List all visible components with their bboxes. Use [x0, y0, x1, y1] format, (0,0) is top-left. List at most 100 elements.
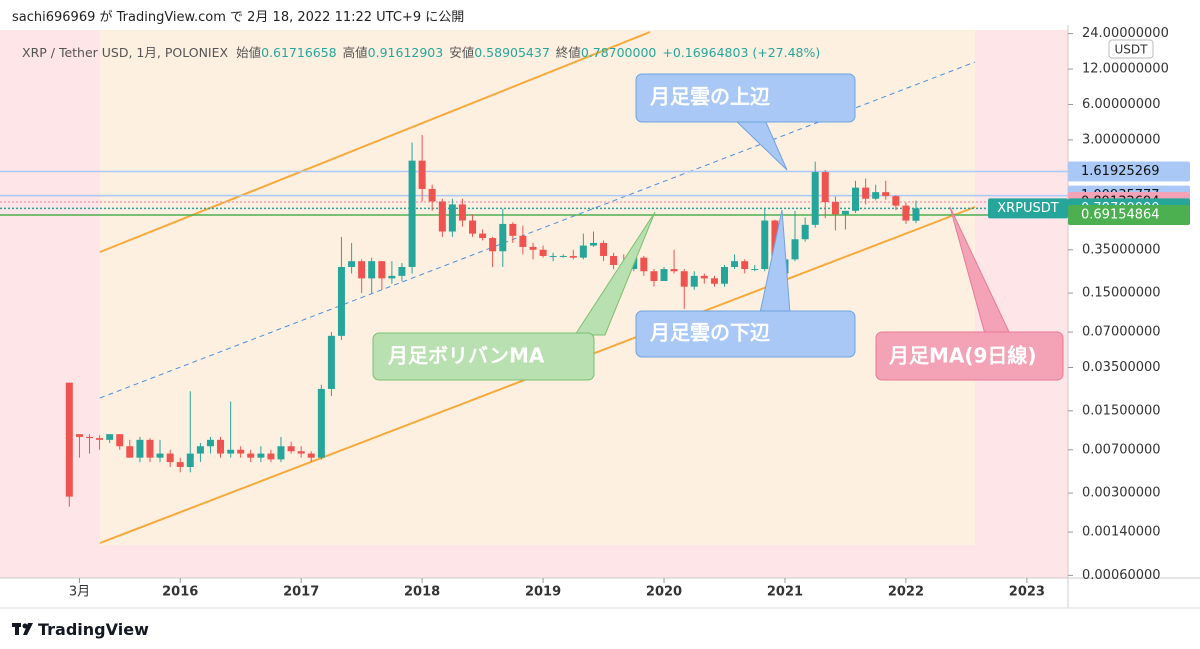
- candle-body: [358, 261, 366, 279]
- legend-text: 0.58905437: [474, 45, 550, 60]
- candle-body: [821, 172, 829, 203]
- candle-body: [529, 246, 537, 250]
- candle-body: [327, 335, 335, 389]
- candle-body: [469, 220, 477, 234]
- callout-text: 月足雲の下辺: [649, 321, 770, 345]
- x-tick-label: 2022: [888, 585, 924, 600]
- candle-body: [277, 446, 285, 460]
- candle-body: [438, 201, 446, 232]
- candle-body: [257, 453, 265, 458]
- candle-body: [660, 269, 668, 281]
- callout-text: 月足ボリバンMA: [387, 344, 545, 368]
- candle-body: [75, 434, 83, 437]
- y-tick-label: 0.01500000: [1082, 403, 1161, 418]
- candle-body: [458, 204, 466, 221]
- candle-body: [126, 446, 134, 458]
- candle-body: [791, 239, 799, 260]
- publish-header: sachi696969 が TradingView.com で 2月 18, 2…: [12, 10, 465, 25]
- callout-box: [635, 73, 856, 123]
- x-tick-label: 2019: [525, 585, 561, 600]
- candle-body: [307, 453, 315, 458]
- candle-body: [811, 172, 819, 225]
- candle-body: [640, 257, 648, 272]
- candle-body: [902, 205, 910, 221]
- candle-body: [116, 434, 124, 447]
- candle-body: [227, 449, 235, 454]
- price-axis: [1068, 25, 1200, 608]
- candle-body: [348, 261, 356, 267]
- candle-body: [267, 453, 275, 460]
- y-tick-label: 0.03500000: [1082, 360, 1161, 375]
- callout-text: 月足雲の上辺: [649, 85, 770, 109]
- candle-body: [448, 204, 456, 232]
- legend-text: 終値: [555, 45, 581, 60]
- y-tick-label: 0.15000000: [1082, 286, 1161, 301]
- legend-text: 始値: [236, 45, 262, 60]
- symbol-tag-box: [988, 198, 1068, 219]
- callout-box: [875, 331, 1064, 381]
- price-label-box: [1068, 161, 1190, 182]
- candle-body: [710, 278, 718, 284]
- y-tick-label: 0.00700000: [1082, 442, 1161, 457]
- candle-body: [146, 439, 154, 458]
- x-tick-label: 2017: [283, 585, 319, 600]
- candle-body: [206, 439, 214, 447]
- x-tick-label: 2020: [646, 585, 682, 600]
- candle-body: [831, 202, 839, 215]
- candle-body: [378, 261, 386, 279]
- candle-body: [509, 223, 517, 236]
- x-tick-label: 2016: [162, 585, 198, 600]
- candle-body: [590, 242, 598, 246]
- candle-body: [610, 255, 618, 265]
- candle-body: [690, 275, 698, 287]
- candle-body: [176, 462, 184, 467]
- candle-body: [368, 261, 376, 279]
- candle-body: [862, 187, 870, 199]
- footer-brand: TradingView: [38, 620, 149, 639]
- candle-body: [237, 449, 245, 454]
- candle-body: [479, 233, 487, 239]
- candle-body: [761, 220, 769, 270]
- candle-body: [428, 188, 436, 202]
- legend-text: 0.61716658: [261, 45, 337, 60]
- candle-body: [741, 261, 749, 270]
- channel-mid: [99, 61, 976, 399]
- price-label-box: [1068, 204, 1190, 225]
- y-tick-label: 12.00000000: [1082, 62, 1169, 77]
- candle-body: [892, 196, 900, 206]
- candle-body: [86, 436, 94, 439]
- y-tick-label: 24.00000000: [1082, 26, 1169, 41]
- candle-body: [700, 275, 708, 279]
- legend-text: 0.91612903: [367, 45, 444, 60]
- candle-body: [196, 446, 204, 454]
- candle-body: [418, 160, 426, 189]
- currency: USDT: [1115, 43, 1149, 57]
- candle-body: [650, 271, 658, 281]
- y-tick-label: 0.00300000: [1082, 486, 1161, 501]
- candle-body: [872, 192, 880, 199]
- legend-text: +0.16964803 (+27.48%): [662, 45, 821, 60]
- symbol-tag: XRPUSDT: [997, 201, 1059, 216]
- candle-body: [136, 439, 144, 458]
- candle-body: [398, 266, 406, 276]
- candle-body: [519, 235, 527, 247]
- candle-body: [65, 382, 73, 497]
- candle-body: [186, 453, 194, 467]
- candle-body: [247, 453, 255, 458]
- candle-body: [166, 453, 174, 463]
- y-tick-label: 0.35000000: [1082, 242, 1161, 257]
- callout-box: [635, 310, 856, 358]
- candle-body: [297, 451, 305, 454]
- legend-text: 安値: [449, 45, 475, 60]
- candle-body: [337, 266, 345, 336]
- candle-body: [106, 434, 114, 440]
- candle-body: [287, 446, 295, 452]
- callouts: 月足雲の上辺 月足雲の下辺 月足ボリバンMA 月足MA(9日線): [372, 73, 1064, 381]
- x-tick-label: 2023: [1009, 585, 1045, 600]
- y-tick-label: 3.00000000: [1082, 132, 1161, 147]
- candle-body: [751, 269, 759, 271]
- candle-body: [156, 453, 164, 458]
- candle-body: [579, 245, 587, 258]
